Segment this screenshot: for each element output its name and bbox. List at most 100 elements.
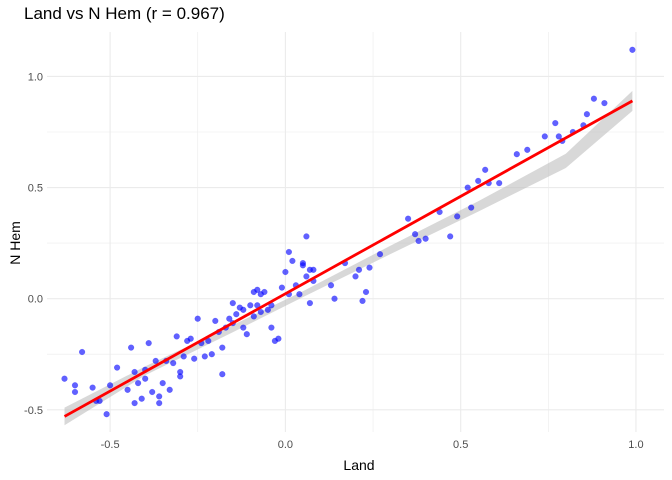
data-point — [247, 302, 254, 309]
data-point — [113, 364, 121, 371]
data-point — [289, 257, 296, 265]
data-point — [352, 273, 359, 280]
data-point — [306, 300, 314, 307]
data-point — [243, 331, 250, 338]
data-point — [61, 375, 68, 382]
data-point — [78, 348, 86, 356]
data-point — [131, 400, 138, 407]
data-point — [212, 317, 219, 325]
y-axis-ticks: -0.5 0.0 0.5 1.0 — [24, 71, 43, 416]
data-point — [191, 355, 198, 362]
data-point — [513, 151, 520, 158]
data-point — [194, 315, 201, 322]
data-point — [282, 268, 289, 276]
data-point — [152, 357, 159, 365]
data-point — [376, 251, 384, 258]
data-point — [89, 384, 96, 391]
data-point — [201, 353, 208, 360]
data-point — [250, 313, 257, 320]
data-point — [475, 177, 482, 185]
data-point — [261, 288, 268, 296]
data-point — [296, 291, 303, 298]
data-point — [138, 395, 145, 402]
data-point — [187, 335, 194, 342]
data-point — [359, 297, 366, 305]
data-point — [541, 133, 548, 140]
data-point — [552, 119, 559, 127]
data-point — [268, 324, 275, 331]
data-point — [555, 133, 562, 140]
data-point — [524, 146, 531, 153]
data-point — [226, 315, 233, 322]
data-point — [468, 204, 475, 211]
grid-minor — [47, 32, 664, 432]
data-point — [135, 380, 142, 387]
data-point — [219, 344, 226, 351]
data-point — [173, 333, 180, 340]
data-point — [310, 266, 317, 273]
data-point — [257, 308, 264, 316]
data-point — [219, 371, 226, 378]
y-tick-label: 0.5 — [28, 183, 43, 195]
data-point — [422, 235, 429, 242]
data-point — [299, 260, 307, 267]
data-point — [233, 311, 240, 318]
data-point — [303, 233, 310, 240]
x-tick-label: -0.5 — [101, 439, 120, 451]
data-point — [454, 213, 461, 220]
data-point — [240, 306, 247, 313]
data-point — [601, 99, 608, 107]
data-point — [229, 300, 236, 307]
points-layer — [61, 46, 636, 418]
data-point — [303, 273, 310, 280]
data-point — [415, 237, 422, 245]
regression-line — [63, 99, 634, 418]
x-tick-label: 0.0 — [278, 439, 293, 451]
x-axis-title: Land — [343, 457, 374, 473]
data-point — [145, 340, 152, 347]
data-point — [496, 180, 503, 187]
data-point — [170, 360, 177, 367]
data-point — [180, 353, 187, 360]
data-point — [405, 215, 412, 222]
y-tick-label: -0.5 — [24, 405, 43, 417]
data-point — [156, 400, 163, 407]
data-point — [159, 380, 166, 387]
data-point — [106, 382, 114, 389]
data-point — [240, 324, 247, 331]
data-point — [590, 95, 598, 102]
data-point — [254, 286, 261, 293]
data-point — [128, 344, 135, 351]
data-point — [177, 373, 184, 380]
data-point — [149, 388, 156, 396]
data-point — [264, 306, 272, 313]
data-point — [71, 388, 79, 396]
data-point — [166, 386, 173, 393]
y-tick-label: 1.0 — [28, 71, 43, 83]
data-point — [156, 393, 163, 400]
x-axis-ticks: -0.5 0.0 0.5 1.0 — [101, 439, 644, 451]
data-point — [103, 411, 110, 418]
fit-line-layer — [63, 99, 634, 418]
data-point — [362, 288, 370, 296]
data-point — [142, 375, 149, 382]
data-point — [482, 166, 489, 173]
data-point — [629, 46, 636, 53]
data-point — [583, 111, 591, 118]
x-tick-label: 1.0 — [628, 439, 643, 451]
data-point — [464, 184, 471, 191]
y-axis-title: N Hem — [7, 221, 23, 265]
x-tick-label: 0.5 — [453, 439, 468, 451]
data-point — [131, 368, 138, 376]
data-point — [124, 386, 131, 393]
data-point — [275, 335, 282, 342]
chart-title: Land vs N Hem (r = 0.967) — [24, 4, 225, 23]
grid-major — [47, 32, 664, 432]
data-point — [366, 264, 373, 271]
data-point — [208, 351, 215, 358]
data-point — [327, 282, 335, 289]
y-tick-label: 0.0 — [28, 294, 43, 306]
data-point — [355, 266, 363, 273]
